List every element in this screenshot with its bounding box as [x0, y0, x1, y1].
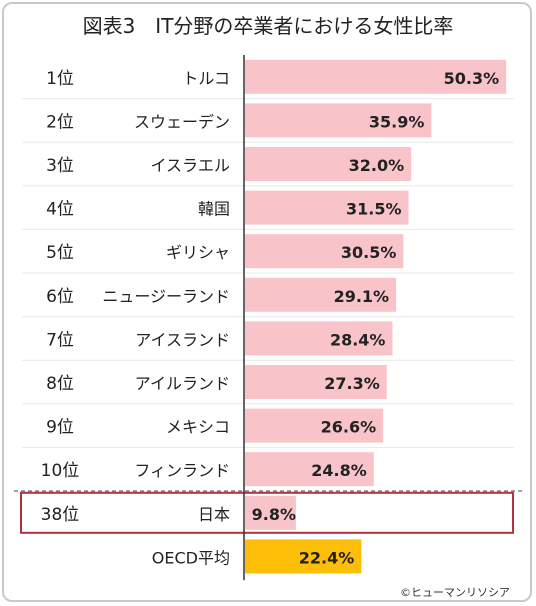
value-label: 35.9% [369, 112, 425, 131]
value-label: 26.6% [321, 418, 377, 437]
country-label: ニュージーランド [102, 287, 230, 306]
bar-2 [245, 103, 432, 138]
country-label: イスラエル [150, 156, 230, 175]
rank-label: 38位 [41, 505, 80, 525]
country-label: アイスランド [135, 330, 230, 349]
bar-11 [245, 495, 296, 530]
value-label: 32.0% [349, 156, 405, 175]
rank-label: 3位 [46, 156, 74, 176]
country-label: 日本 [198, 505, 230, 524]
value-label: 31.5% [346, 200, 402, 219]
bar-6 [245, 277, 397, 312]
rank-label: 1位 [46, 69, 74, 89]
bar-5 [245, 234, 404, 269]
rank-label: 9位 [46, 418, 74, 438]
bar-7 [245, 321, 393, 356]
chart-frame [2, 2, 532, 602]
country-label: トルコ [182, 69, 230, 88]
bar-10 [245, 452, 374, 487]
credit-text: ©ヒューマンリソシア [400, 586, 510, 599]
country-label: OECD平均 [152, 548, 230, 567]
rank-label: 7位 [46, 330, 74, 350]
value-label: 28.4% [330, 330, 386, 349]
value-label: 22.4% [299, 548, 355, 567]
rank-label: 2位 [46, 112, 74, 132]
bar-1 [245, 59, 507, 94]
highlight-box [20, 491, 514, 534]
value-label: 24.8% [311, 461, 367, 480]
rank-label: 10位 [41, 461, 80, 481]
country-label: アイルランド [135, 374, 230, 393]
country-label: 韓国 [198, 200, 230, 219]
value-label: 9.8% [252, 505, 296, 524]
bar-3 [245, 147, 412, 181]
rank-label: 8位 [46, 374, 74, 394]
rank-label: 4位 [46, 200, 74, 220]
rank-label: 6位 [46, 287, 74, 307]
country-label: ギリシャ [166, 243, 230, 262]
bar-9 [245, 408, 384, 443]
value-label: 29.1% [334, 287, 390, 306]
country-label: スウェーデン [134, 112, 230, 131]
value-label: 50.3% [444, 69, 500, 88]
rank-label: 5位 [46, 243, 74, 263]
bar-12 [245, 539, 362, 574]
bar-8 [245, 365, 387, 399]
bar-4 [245, 190, 409, 225]
value-label: 30.5% [341, 243, 397, 262]
country-label: フィンランド [134, 461, 230, 480]
value-label: 27.3% [324, 374, 380, 393]
country-label: メキシコ [166, 418, 230, 437]
chart-title: 図表3 IT分野の卒業者における女性比率 [82, 14, 454, 38]
